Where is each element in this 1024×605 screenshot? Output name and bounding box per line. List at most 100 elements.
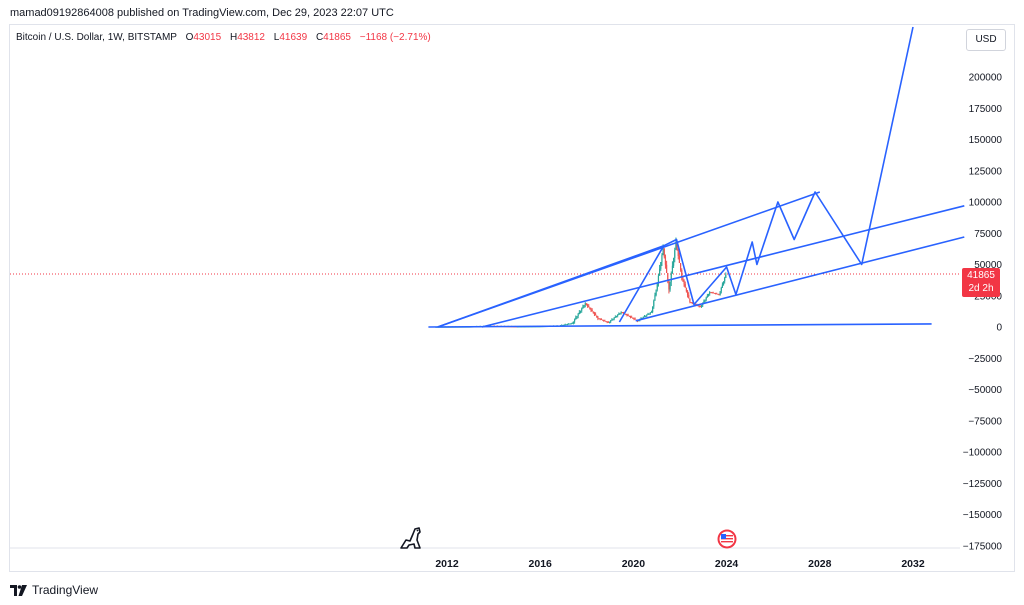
candle-body-204	[672, 257, 675, 266]
candle-body-170	[633, 318, 635, 320]
candle-body-201	[669, 281, 671, 290]
rising-line-1[interactable]	[437, 191, 821, 328]
candle-body-111	[564, 324, 566, 326]
candle-body-237	[711, 292, 713, 294]
candle-body-215	[685, 287, 688, 292]
candle-body-219	[690, 302, 692, 303]
candle-body-149	[608, 321, 611, 323]
candle-body-231	[704, 299, 706, 302]
bar-countdown: 2d 2h	[968, 283, 994, 294]
footer: TradingView	[10, 583, 98, 597]
tradingview-dino-icon	[400, 527, 421, 549]
y-tick-label-11: −75000	[968, 416, 1002, 427]
candle-body-118	[572, 321, 575, 324]
currency-button[interactable]: USD	[966, 29, 1006, 51]
candle-body-209	[678, 256, 681, 263]
candle-body-180	[645, 315, 647, 317]
candle-body-243	[718, 294, 720, 295]
candle-body-139	[597, 316, 599, 319]
y-tick-label-10: −50000	[968, 385, 1002, 396]
candle-body-143	[601, 319, 604, 321]
candle-body-158	[619, 312, 621, 314]
y-tick-label-8: 0	[996, 323, 1002, 334]
candle-body-168	[631, 317, 633, 318]
x-tick-label-3: 2024	[715, 558, 739, 570]
y-tick-label-13: −125000	[963, 479, 1003, 490]
candle-body-185	[650, 312, 653, 313]
candle-body-192	[659, 268, 661, 276]
candle-body-127	[583, 305, 585, 307]
candle-body-197	[664, 256, 667, 265]
candle-body-141	[599, 318, 601, 320]
candle-body-124	[579, 310, 582, 313]
candle-body-214	[684, 284, 686, 288]
candle-body-234	[707, 293, 710, 296]
price-axis[interactable]: 200000 175000 150000 125000 100000 75000 50000…	[963, 73, 1003, 553]
last-price-tag: 41865 2d 2h	[962, 268, 1000, 297]
rising-line-2[interactable]	[481, 205, 965, 328]
x-tick-label-2: 2020	[622, 558, 646, 570]
candle-body-119	[573, 319, 576, 322]
candle-body-188	[654, 295, 656, 301]
candle-body-227	[699, 306, 701, 308]
tradingview-logo-icon[interactable]	[10, 584, 27, 596]
chart-frame	[9, 24, 1015, 572]
candle-body-196	[663, 248, 665, 257]
candle-body-205	[674, 249, 676, 258]
candle-body-212	[682, 277, 684, 281]
candle-body-187	[653, 300, 655, 307]
candle-body-152	[612, 318, 614, 320]
time-axis[interactable]: 2012 2016 2020 2024 2028 2032	[10, 547, 960, 570]
symbol-name[interactable]: Bitcoin / U.S. Dollar, 1W, BITSTAMP	[16, 32, 177, 43]
candle-body-189	[655, 289, 657, 296]
candle-body-125	[581, 308, 583, 311]
candle-body-131	[588, 305, 590, 308]
candle-body-163	[625, 313, 627, 315]
projection-path[interactable]	[618, 26, 914, 323]
footer-brand[interactable]: TradingView	[32, 583, 99, 597]
candle-body-154	[614, 316, 616, 318]
candle-body-213	[683, 280, 685, 285]
candle-body-129	[585, 303, 588, 305]
candle-body-244	[719, 291, 721, 295]
candle-body-116	[570, 323, 572, 325]
candle-body-144	[603, 320, 605, 321]
candle-body-248	[724, 277, 726, 282]
low-label: L	[273, 32, 280, 43]
us-flag-event-icon[interactable]	[717, 529, 737, 549]
flat-baseline[interactable]	[428, 323, 932, 328]
candle-body-242	[717, 293, 719, 295]
candle-body-160	[621, 312, 623, 313]
candle-body-133	[590, 308, 592, 311]
candle-body-225	[697, 305, 699, 307]
change-value: −1168 (−2.71%)	[359, 32, 431, 43]
rising-line-3[interactable]	[635, 236, 965, 322]
candle-body-134	[591, 310, 593, 312]
y-tick-label-9: −25000	[968, 354, 1002, 365]
candle-body-155	[615, 315, 618, 317]
candle-body-113	[566, 324, 569, 325]
candle-body-193	[660, 262, 662, 269]
y-tick-label-1: 175000	[969, 104, 1003, 115]
high-label: H	[229, 32, 238, 43]
candle-body-120	[575, 317, 577, 320]
last-price-value: 41865	[967, 270, 995, 281]
candle-body-135	[592, 311, 594, 313]
low-value: 41639	[279, 32, 308, 43]
candle-body-247	[722, 281, 725, 285]
candle-body-123	[578, 312, 580, 315]
y-tick-label-4: 100000	[969, 198, 1003, 209]
y-tick-label-5: 75000	[974, 229, 1002, 240]
candle-body-112	[565, 324, 568, 326]
close-label: C	[315, 32, 324, 43]
y-tick-label-15: −175000	[963, 541, 1003, 552]
candle-body-191	[657, 275, 660, 283]
x-tick-label-1: 2016	[529, 558, 553, 570]
candle-body-216	[686, 291, 689, 295]
candle-body-150	[610, 320, 612, 322]
candle-body-153	[613, 317, 615, 319]
candle-body-166	[628, 315, 630, 317]
drawings[interactable]	[428, 26, 965, 328]
candle-body-157	[618, 313, 620, 315]
